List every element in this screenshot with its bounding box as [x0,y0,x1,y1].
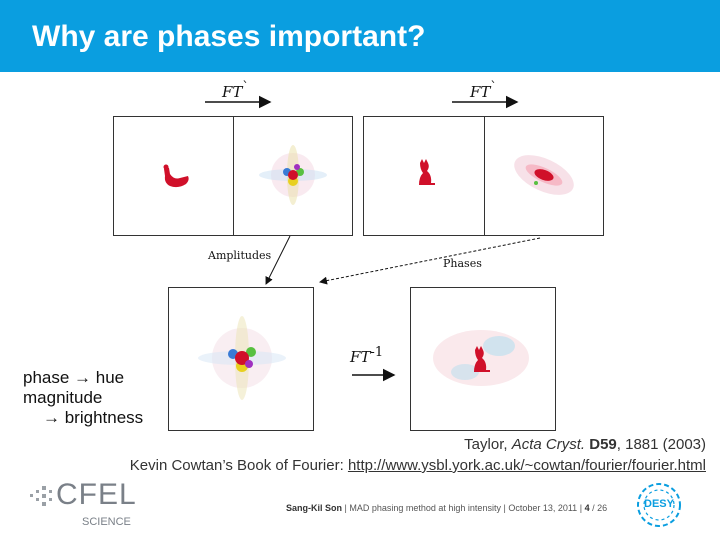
footer-talk: MAD phasing method at high intensity [349,503,501,513]
cat-fourier-pattern [514,155,574,195]
ft-left-text: FT [222,83,243,101]
slide-title: Why are phases important? [32,20,426,53]
cfel-wordmark: CFEL [56,478,137,511]
ft-right-text: FT [470,83,491,101]
fourier-book-link[interactable]: http://www.ysbl.york.ac.uk/~cowtan/fouri… [347,457,706,474]
amplitudes-caption: Amplitudes [208,249,272,262]
citation-rest: , 1881 (2003) [616,436,706,453]
footer-sep-1: | [344,503,350,513]
cat-images [419,155,574,195]
citation-journal: Acta Cryst. [511,436,586,453]
ft-label-right: FT` [470,80,497,101]
combined-fourier-panel [168,287,314,431]
duck-images [163,145,327,205]
fourier-book-reference: Kevin Cowtan’s Book of Fourier: http://w… [130,457,706,474]
citation-author: Taylor, [464,436,512,453]
footer-sep-3: | [579,503,585,513]
phases-arrow [319,237,541,285]
title-bar: Why are phases important? [0,0,720,72]
citation-volume: D59 [589,436,617,453]
legend-brightness: → brightness [43,408,144,427]
reconstruction-image [433,330,529,386]
amplitudes-arrow [265,235,291,285]
cat-fourier-panel [363,116,604,236]
inverse-ft-text: FT [350,348,371,366]
footer-date: October 13, 2011 [508,503,578,513]
panel-divider-2 [484,117,485,235]
ft-left-sup: ` [242,80,249,95]
reconstruction-panel [410,287,556,431]
color-legend: phase → hue magnitude → brightness [23,368,143,428]
phases-caption: Phases [443,257,482,270]
duck-icon [163,164,189,188]
desy-logo-icon [637,483,681,527]
footer-sep-2: | [503,503,509,513]
cfel-science-label: SCIENCE [82,516,131,528]
slide-footer: Sang-Kil Son | MAD phasing method at hig… [286,503,607,513]
reconstructed-cat-icon [474,346,490,372]
legend-phase-hue: phase → hue [23,368,125,387]
combined-fourier-pattern [198,316,286,400]
duck-fourier-pattern [259,145,327,205]
footer-total: / 26 [592,503,608,513]
footer-author: Sang-Kil Son [286,503,342,513]
ft-label-left: FT` [222,80,249,101]
inverse-ft-sup: -1 [370,345,384,360]
ft-right-sup: ` [490,80,497,95]
cfel-logo-icon [30,486,52,506]
footer-page: 4 [584,503,590,513]
fourier-book-prefix: Kevin Cowtan’s Book of Fourier: [129,457,348,474]
cfel-logo: CFEL SCIENCE [30,478,150,530]
duck-fourier-panel [113,116,353,236]
panel-divider [233,117,234,235]
inverse-ft-label: FT-1 [350,345,383,366]
desy-wordmark: DESY [644,498,674,510]
cat-icon [419,159,435,185]
desy-logo: DESY [636,482,682,528]
legend-magnitude: magnitude [23,388,103,407]
citation: Taylor, Acta Cryst. D59, 1881 (2003) [464,436,706,453]
